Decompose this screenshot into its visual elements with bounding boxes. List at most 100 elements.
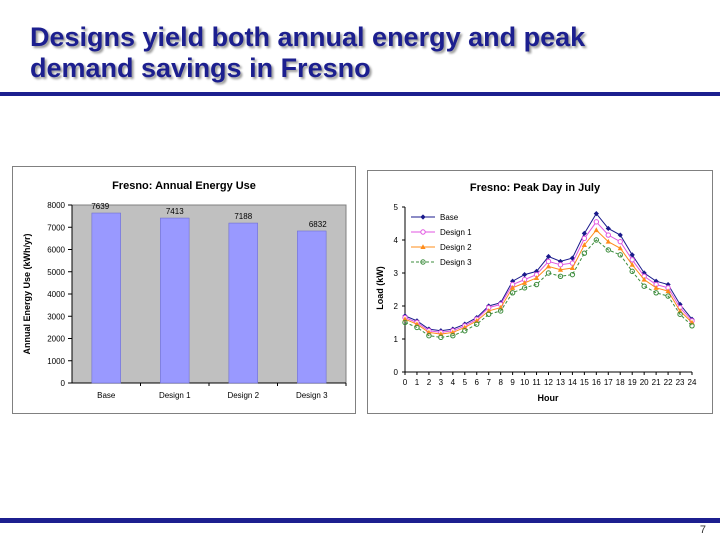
series-point [605, 232, 611, 238]
series-point [426, 329, 432, 335]
bar-data-label: 7639 [91, 202, 109, 211]
bar-design-3 [297, 230, 327, 384]
line-x-tick-label: 7 [486, 378, 491, 387]
series-point [665, 288, 671, 294]
series-point [486, 311, 492, 317]
series-point [450, 333, 456, 339]
legend-label: Design 2 [440, 243, 472, 252]
line-x-tick-label: 23 [676, 378, 685, 387]
series-point [569, 265, 576, 271]
peak-day-line-chart: Fresno: Peak Day in July Load (kW) Hour … [367, 170, 713, 414]
series-point [498, 304, 504, 310]
line-y-tick-label: 1 [394, 335, 399, 344]
series-point [545, 253, 552, 260]
series-point [545, 270, 552, 276]
series-point [629, 257, 635, 263]
series-point [521, 285, 528, 291]
series-point [593, 227, 599, 233]
series-point [581, 242, 587, 247]
series-point [581, 230, 587, 236]
bar-chart-y-axis-label: Annual Energy Use (kWh/yr) [22, 233, 32, 354]
bar-y-tick-label: 7000 [47, 223, 65, 232]
bar-y-tick-label: 8000 [47, 201, 65, 210]
series-point [629, 268, 635, 275]
page-number: 7 [699, 524, 706, 536]
series-point [438, 334, 444, 341]
bar-category-label: Design 1 [159, 391, 191, 400]
series-point [665, 293, 671, 299]
series-point [533, 281, 540, 288]
series-point [450, 329, 456, 335]
line-chart-y-axis-label: Load (kW) [375, 266, 385, 310]
line-x-tick-label: 16 [592, 378, 601, 387]
line-chart-title: Fresno: Peak Day in July [470, 182, 601, 194]
series-point [414, 324, 420, 331]
series-point [629, 261, 635, 267]
line-chart-series [402, 211, 695, 341]
series-point [581, 250, 588, 256]
series-point [426, 333, 432, 339]
bar-y-tick-label: 5000 [47, 268, 65, 277]
series-point [617, 238, 623, 245]
series-point [593, 219, 600, 225]
series-line [404, 239, 693, 338]
line-x-tick-label: 13 [556, 378, 565, 387]
series-point [689, 319, 695, 325]
series-point [689, 323, 695, 329]
line-x-tick-label: 2 [427, 378, 432, 387]
series-point [677, 311, 683, 317]
bar-data-label: 6832 [309, 220, 327, 229]
line-x-tick-label: 5 [463, 378, 468, 387]
series-point [509, 290, 516, 296]
bar-category-label: Design 2 [227, 391, 259, 400]
legend-marker [420, 244, 426, 249]
line-y-tick-label: 2 [394, 302, 399, 311]
series-point [474, 318, 480, 323]
series-design-2 [402, 227, 695, 337]
bar-chart-bars [91, 212, 327, 384]
bar-y-tick-label: 1000 [47, 357, 65, 366]
series-point [438, 331, 444, 337]
footer-divider [0, 518, 720, 523]
slide-title-line-1: Designs yield both annual energy and pea… [30, 22, 586, 52]
bar-y-tick-label: 3000 [47, 312, 65, 321]
bar-chart-category-labels: Base Design 1 Design 2 Design 3 [97, 383, 347, 400]
line-x-tick-label: 12 [544, 378, 553, 387]
series-point [617, 232, 623, 238]
legend-marker [420, 214, 426, 220]
series-point [474, 321, 480, 327]
series-point [605, 247, 611, 253]
series-point [557, 266, 564, 272]
line-x-tick-label: 4 [451, 378, 456, 387]
series-point [545, 258, 552, 265]
legend-marker [420, 229, 426, 235]
bar-design-1 [160, 217, 190, 384]
series-point [653, 285, 659, 290]
line-x-tick-label: 3 [439, 378, 444, 387]
series-point [677, 308, 683, 313]
annual-energy-bar-chart: Fresno: Annual Energy Use Annual Energy … [12, 166, 356, 414]
line-x-tick-label: 1 [415, 378, 420, 387]
series-point [641, 270, 647, 276]
line-chart-legend: Base Design 1 Design 2 Design 3 [411, 213, 472, 267]
bar-base [91, 212, 121, 384]
series-point [533, 275, 540, 280]
line-x-tick-label: 18 [616, 378, 625, 387]
bar-category-label: Base [97, 391, 116, 400]
line-y-tick-label: 3 [394, 269, 399, 278]
line-x-tick-label: 22 [664, 378, 673, 387]
series-point [545, 263, 552, 269]
legend-marker [420, 259, 426, 265]
bar-y-tick-label: 0 [61, 379, 66, 388]
title-divider [0, 92, 720, 96]
bar-chart-data-labels: 7639 7413 7188 6832 [91, 202, 327, 229]
series-point [665, 281, 671, 288]
line-x-tick-label: 15 [580, 378, 589, 387]
series-point [677, 301, 683, 307]
line-x-tick-label: 6 [475, 378, 480, 387]
series-point [605, 238, 611, 244]
line-x-tick-label: 9 [510, 378, 515, 387]
legend-label: Design 1 [440, 228, 472, 237]
slide-title-line-2: demand savings in Fresno [30, 53, 371, 83]
